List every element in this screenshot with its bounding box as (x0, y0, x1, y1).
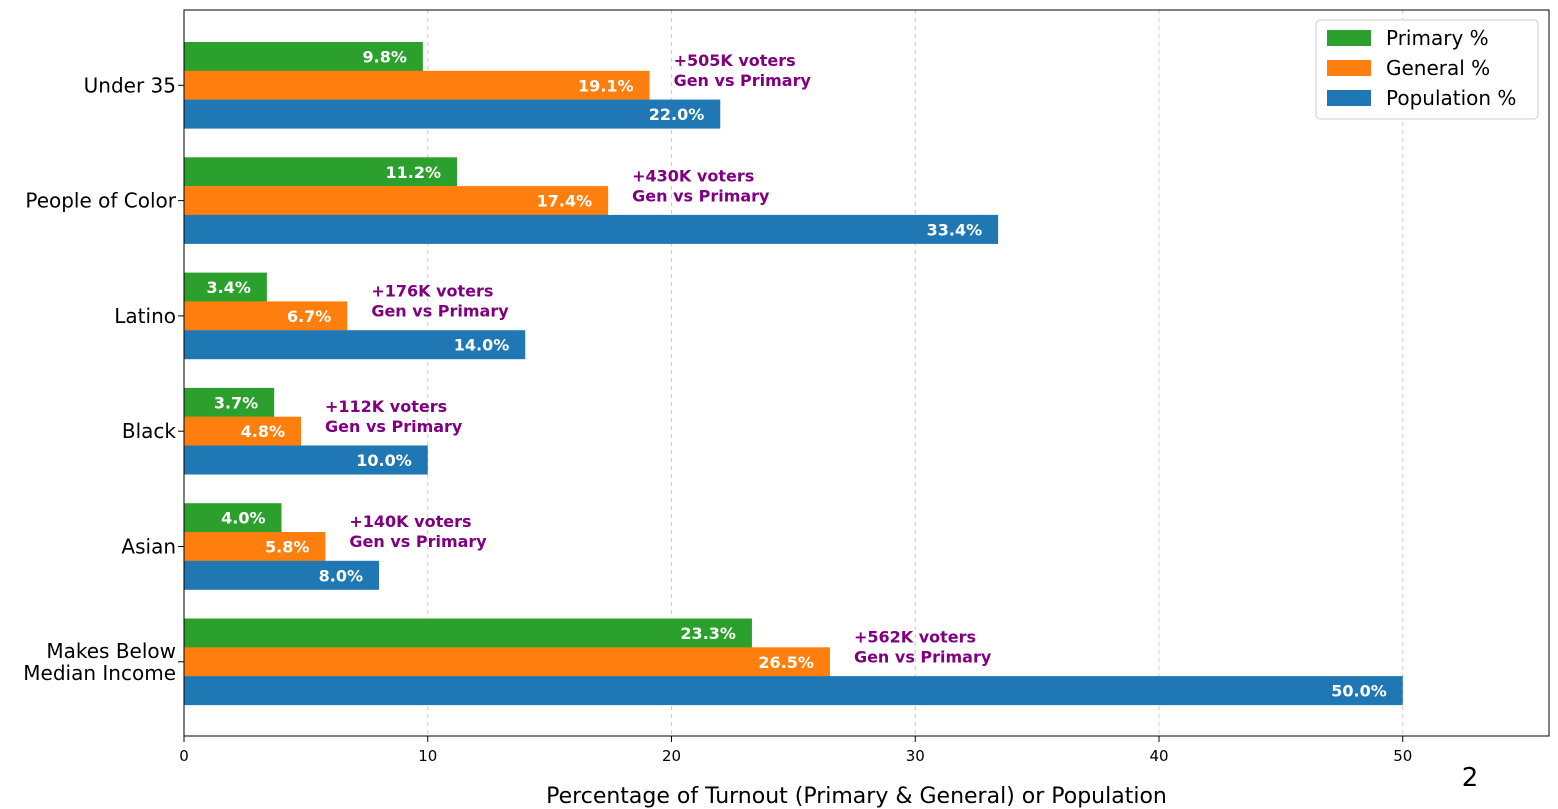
bar-value-label: 3.7% (214, 393, 258, 412)
bar-primary (184, 42, 423, 71)
bar-primary (184, 503, 282, 533)
category-label: Black (122, 419, 177, 443)
bar-population (184, 676, 1403, 706)
bar-general (184, 301, 348, 331)
legend: Primary % General % Population % (1315, 19, 1539, 120)
x-tick-label: 30 (906, 747, 925, 765)
x-tick-label: 10 (418, 747, 437, 765)
bar-population (184, 99, 721, 129)
x-tick-label: 40 (1149, 747, 1168, 765)
bar-primary (184, 272, 267, 302)
category-label: Under 35 (84, 73, 176, 97)
bar-population (184, 330, 526, 360)
bar-value-label: 10.0% (356, 451, 412, 470)
bar-general (184, 186, 609, 216)
bar-general (184, 532, 326, 561)
x-tick-label: 0 (179, 747, 189, 765)
bar-value-label: 11.2% (385, 163, 441, 182)
legend-swatch (1327, 90, 1371, 106)
legend-swatch (1327, 30, 1371, 46)
bar-value-label: 19.1% (578, 76, 634, 95)
voter-gain-annotation: +562K voters (854, 628, 976, 647)
legend-entry: Primary % (1386, 26, 1489, 50)
voter-gain-annotation: +430K voters (632, 166, 754, 185)
bar-labels-group: 9.8% 19.1% 22.0% 11.2% 17.4% 33.4% 3.4% 6.7% 14.… (207, 48, 1387, 701)
voter-gain-annotation: +505K voters (674, 51, 796, 70)
x-axis-ticks: 0 10 20 30 40 50 (179, 736, 1412, 765)
bar-general (184, 70, 650, 100)
bar-population (184, 214, 999, 244)
bar-primary (184, 157, 457, 187)
bar-value-label: 50.0% (1331, 682, 1387, 701)
bar-value-label: 26.5% (758, 653, 814, 672)
grid-lines (427, 10, 1404, 736)
voter-gain-annotation: Gen vs Primary (674, 71, 812, 90)
bar-primary (184, 387, 275, 417)
category-label: Asian (121, 535, 176, 559)
bar-value-label: 6.7% (287, 307, 331, 326)
category-label: People of Color (25, 189, 176, 213)
page-number: 2 (1462, 763, 1479, 793)
voter-gain-annotation: Gen vs Primary (854, 648, 992, 667)
bar-value-label: 17.4% (537, 192, 593, 211)
bar-general (184, 647, 830, 677)
legend-box (1315, 19, 1539, 120)
x-axis-label: Percentage of Turnout (Primary & General… (546, 784, 1167, 809)
plot-area-frame (183, 9, 1550, 737)
voter-gain-annotation: Gen vs Primary (325, 417, 463, 436)
x-tick-label: 50 (1393, 747, 1412, 765)
voter-gain-annotation: Gen vs Primary (632, 186, 770, 205)
legend-swatch (1327, 60, 1371, 76)
bar-value-label: 22.0% (649, 105, 705, 124)
bar-population (184, 445, 428, 475)
bar-value-label: 33.4% (927, 220, 983, 239)
bar-value-label: 4.8% (241, 422, 285, 441)
bar-value-label: 23.3% (680, 624, 736, 643)
voter-gain-annotation: +112K voters (325, 397, 447, 416)
voter-gain-annotation: Gen vs Primary (371, 302, 509, 321)
category-label: Median Income (23, 661, 176, 685)
y-axis-ticks: Under 35 People of Color Latino Black Asian M… (23, 73, 184, 685)
bar-value-label: 5.8% (265, 538, 309, 557)
voter-gain-annotation: +140K voters (349, 512, 471, 531)
category-label: Makes Below (46, 639, 176, 663)
voter-gain-annotation: Gen vs Primary (349, 532, 487, 551)
bar-value-label: 9.8% (363, 48, 407, 67)
bar-population (184, 560, 379, 590)
bar-value-label: 14.0% (454, 336, 510, 355)
bar-value-label: 8.0% (319, 566, 363, 585)
bars-group (184, 42, 1403, 706)
legend-entry: Population % (1386, 86, 1516, 110)
bar-value-label: 3.4% (207, 278, 251, 297)
voter-gain-annotation: +176K voters (371, 282, 493, 301)
x-tick-label: 20 (662, 747, 681, 765)
category-label: Latino (114, 304, 176, 328)
bar-general (184, 416, 301, 446)
bar-primary (184, 618, 752, 648)
legend-entry: General % (1386, 56, 1490, 80)
bar-value-label: 4.0% (221, 509, 265, 528)
